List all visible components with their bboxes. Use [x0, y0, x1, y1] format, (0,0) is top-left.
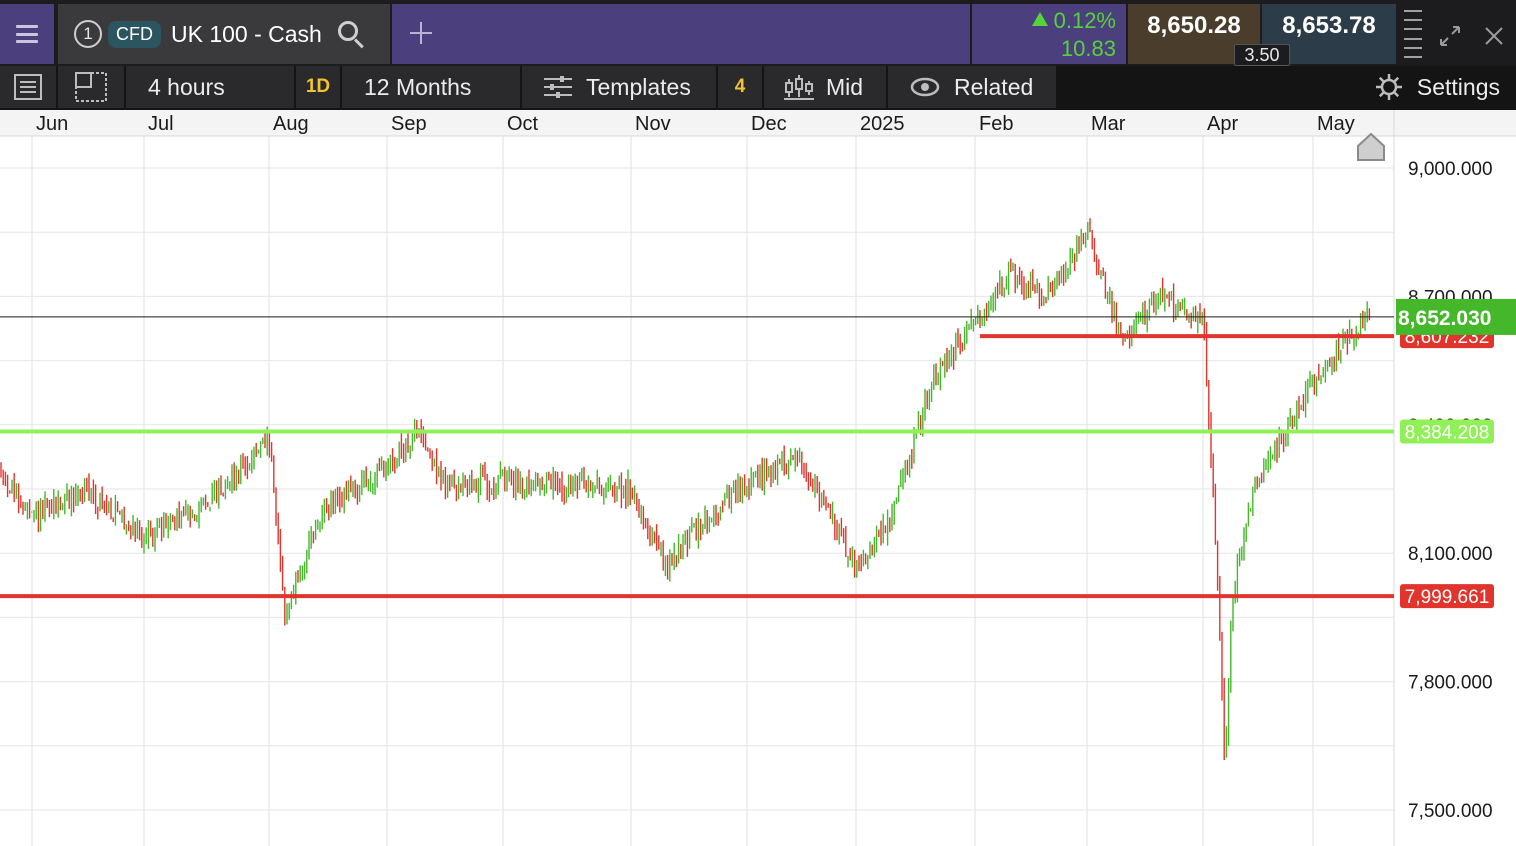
x-tick-label: 2025 — [860, 113, 905, 135]
up-arrow-icon — [1031, 12, 1048, 26]
candles — [0, 218, 1371, 761]
x-tick-label: Nov — [635, 113, 671, 135]
chart-canvas[interactable]: Jun Jul Aug Sep Oct Nov Dec 2025 Feb Mar Apr May 9,0… — [0, 110, 1516, 846]
current-price-label: 8,652.030 — [1398, 307, 1491, 330]
instrument-type-badge: CFD — [108, 20, 161, 48]
tab-number-badge: 1 — [74, 20, 102, 48]
sell-price: 8,650.28 — [1147, 12, 1241, 39]
x-tick-label: Jun — [36, 113, 68, 135]
layout-icon — [75, 72, 107, 102]
x-tick-label: Jul — [148, 113, 174, 135]
price-change-box: 0.12% 10.83 — [972, 4, 1126, 64]
horizontal-line-label: 7,999.661 — [1405, 587, 1490, 608]
x-tick-label: Apr — [1207, 113, 1238, 135]
x-tick-label: Sep — [391, 113, 427, 135]
instrument-tab[interactable]: 1 CFD UK 100 - Cash — [58, 4, 390, 64]
price-type-dropdown[interactable]: Mid — [764, 66, 886, 108]
change-points: 10.83 — [1060, 36, 1116, 61]
timeframe-dropdown[interactable]: 4 hours — [126, 66, 294, 108]
eye-icon — [910, 77, 940, 97]
y-tick-label: 7,800.000 — [1408, 673, 1493, 694]
settings-button[interactable]: Settings — [1375, 73, 1500, 101]
layout-button[interactable] — [58, 66, 124, 108]
range-label: 12 Months — [364, 73, 472, 100]
y-tick-label: 9,000.000 — [1408, 159, 1493, 180]
x-tick-label: Oct — [507, 113, 539, 135]
templates-label: Templates — [586, 73, 691, 100]
settings-area: Settings — [1058, 66, 1516, 108]
x-tick-label: Aug — [273, 113, 309, 135]
main-menu-button[interactable] — [0, 4, 54, 64]
candlestick-icon — [784, 75, 814, 100]
timeframe-label: 4 hours — [148, 73, 225, 100]
add-tab-area — [392, 4, 970, 64]
y-axis-band — [1394, 136, 1516, 846]
related-label: Related — [954, 73, 1034, 100]
list-icon — [14, 74, 42, 100]
templates-button[interactable]: Templates — [522, 66, 716, 108]
instrument-name: UK 100 - Cash — [171, 20, 322, 47]
chart-toolbar: 4 hours 1D 12 Months Templates 4 Mid Rel… — [0, 66, 1516, 110]
x-tick-label: Dec — [751, 113, 787, 135]
interval-badge-label: 1D — [305, 76, 331, 97]
x-tick-label: Mar — [1091, 113, 1126, 135]
x-axis-band — [0, 110, 1516, 136]
price-chart[interactable]: Jun Jul Aug Sep Oct Nov Dec 2025 Feb Mar Apr May 9,0… — [0, 110, 1516, 846]
sell-button[interactable]: 8,650.28 — [1128, 4, 1260, 64]
indicator-count: 4 — [734, 76, 746, 97]
window-controls — [1398, 4, 1516, 64]
search-icon[interactable] — [336, 19, 366, 49]
horizontal-line-label-bg — [1400, 584, 1494, 609]
horizontal-line-label: 8,384.208 — [1405, 423, 1490, 444]
add-tab-icon[interactable] — [410, 22, 432, 44]
current-price-label-bg — [1396, 298, 1516, 335]
y-tick-label: 7,500.000 — [1408, 801, 1493, 822]
range-dropdown[interactable]: 12 Months — [342, 66, 520, 108]
price-type-label: Mid — [826, 73, 864, 100]
sliders-icon — [544, 76, 572, 98]
spread-badge: 3.50 — [1234, 44, 1290, 66]
related-button[interactable]: Related — [888, 66, 1056, 108]
y-tick-label: 8,100.000 — [1408, 544, 1493, 565]
home-icon[interactable] — [1357, 132, 1385, 161]
x-tick-label: May — [1317, 113, 1355, 135]
drag-handle-icon[interactable] — [1404, 10, 1422, 58]
list-button[interactable] — [0, 66, 56, 108]
change-percent: 0.12% — [1031, 8, 1116, 34]
gear-icon — [1375, 74, 1402, 100]
interval-badge[interactable]: 1D — [296, 66, 340, 108]
buy-price: 8,653.78 — [1282, 12, 1376, 39]
horizontal-line-label-bg — [1400, 419, 1494, 444]
top-bar: 1 CFD UK 100 - Cash 0.12% 10.83 8,650.28… — [0, 0, 1516, 66]
close-icon[interactable] — [1484, 26, 1504, 46]
expand-icon[interactable] — [1438, 24, 1462, 48]
settings-label: Settings — [1416, 73, 1500, 100]
indicator-count-badge[interactable]: 4 — [718, 66, 762, 108]
x-tick-label: Feb — [979, 113, 1013, 135]
menu-icon — [16, 25, 38, 43]
